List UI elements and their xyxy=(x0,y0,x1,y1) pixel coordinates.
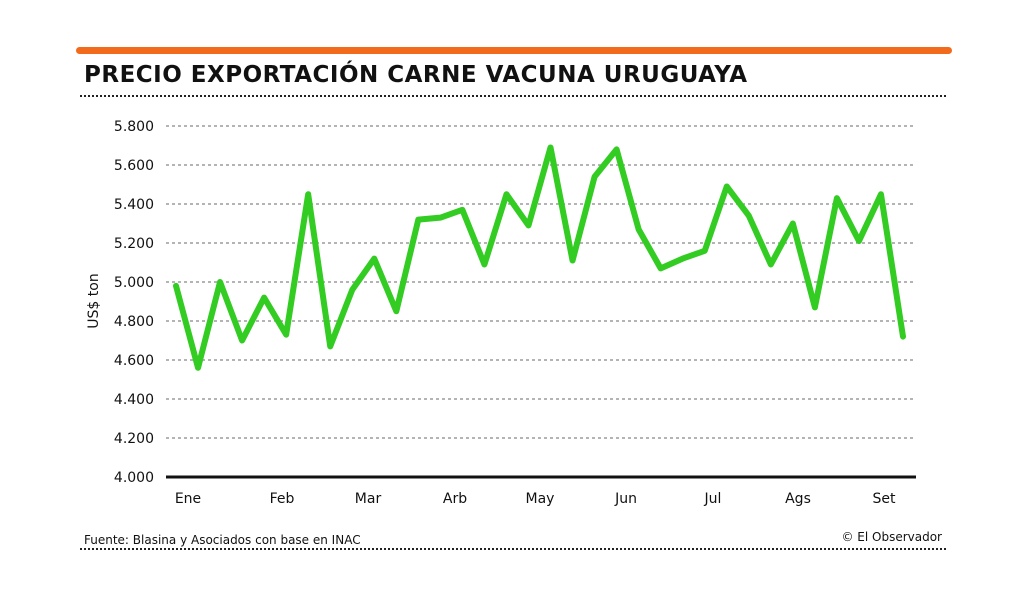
accent-bar xyxy=(76,47,952,54)
x-tick-label: Arb xyxy=(443,491,467,507)
y-tick-label: 4.600 xyxy=(114,353,154,369)
price-line xyxy=(173,144,906,371)
y-tick-label: 5.200 xyxy=(114,236,154,252)
x-tick-label: Mar xyxy=(355,491,382,507)
y-tick-label: 4.000 xyxy=(114,470,154,486)
source-note: Fuente: Blasina y Asociados con base en … xyxy=(84,533,361,547)
x-tick-label: Jul xyxy=(704,491,722,507)
x-tick-label: Ags xyxy=(785,491,811,507)
title-divider xyxy=(80,95,946,97)
x-tick-label: Jun xyxy=(614,491,637,507)
y-axis-label: US$ ton xyxy=(86,273,102,328)
x-tick-label: Ene xyxy=(175,491,201,507)
chart-title: PRECIO EXPORTACIÓN CARNE VACUNA URUGUAYA xyxy=(84,62,748,88)
x-tick-label: Feb xyxy=(270,491,295,507)
y-tick-label: 5.000 xyxy=(114,275,154,291)
y-tick-label: 5.800 xyxy=(114,119,154,135)
y-tick-label: 5.400 xyxy=(114,197,154,213)
footer-divider xyxy=(80,548,946,550)
credit: © El Observador xyxy=(841,530,942,544)
x-tick-label: Set xyxy=(873,491,897,507)
y-tick-label: 4.400 xyxy=(114,392,154,408)
x-tick-label: May xyxy=(526,491,555,507)
y-tick-label: 4.200 xyxy=(114,431,154,447)
y-tick-label: 5.600 xyxy=(114,158,154,174)
y-tick-label: 4.800 xyxy=(114,314,154,330)
